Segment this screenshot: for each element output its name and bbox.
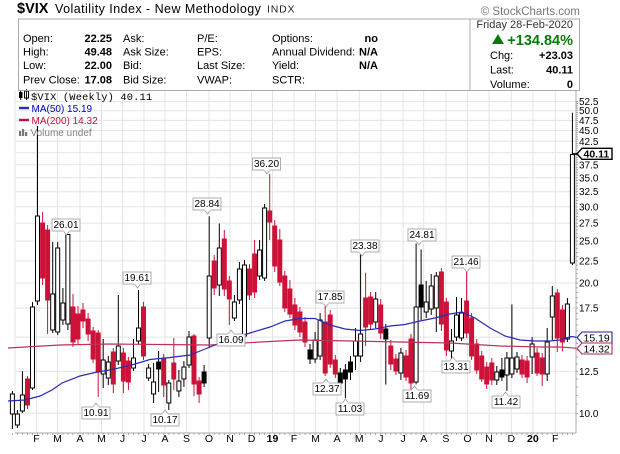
svg-text:EPS:: EPS: <box>197 47 222 59</box>
svg-text:Yield:: Yield: <box>272 60 299 72</box>
svg-text:Volume undef: Volume undef <box>31 128 92 139</box>
svg-text:N/A: N/A <box>359 60 378 72</box>
svg-text:N/A: N/A <box>359 47 378 59</box>
svg-text:22.25: 22.25 <box>84 33 112 45</box>
svg-text:Last:: Last: <box>490 65 514 77</box>
svg-text:F: F <box>33 433 39 445</box>
svg-text:11.69: 11.69 <box>405 391 430 402</box>
svg-text:25.0: 25.0 <box>579 237 599 248</box>
svg-text:J: J <box>120 433 125 445</box>
svg-text:40.11: 40.11 <box>546 65 573 77</box>
svg-text:22.00: 22.00 <box>84 60 112 72</box>
svg-text:F: F <box>291 433 297 445</box>
svg-text:S: S <box>442 433 449 445</box>
svg-text:50.0: 50.0 <box>579 106 599 117</box>
svg-text:20.0: 20.0 <box>579 279 599 290</box>
svg-text:Last Size:: Last Size: <box>197 60 245 72</box>
svg-text:27.5: 27.5 <box>579 219 599 230</box>
svg-text:23.38: 23.38 <box>352 241 377 252</box>
svg-text:S: S <box>183 433 190 445</box>
svg-text:17.5: 17.5 <box>579 304 599 315</box>
svg-text:M: M <box>97 433 106 445</box>
svg-text:Ask Size:: Ask Size: <box>123 47 169 59</box>
svg-text:28.84: 28.84 <box>194 199 219 210</box>
svg-text:14.32: 14.32 <box>584 343 610 355</box>
svg-text:$VIX (Weekly) 40.11: $VIX (Weekly) 40.11 <box>31 92 152 104</box>
svg-text:Chg:: Chg: <box>490 50 513 62</box>
svg-text:19: 19 <box>267 433 279 445</box>
svg-text:$VIX: $VIX <box>17 1 49 17</box>
svg-text:17.08: 17.08 <box>84 75 112 87</box>
svg-text:20: 20 <box>527 433 539 445</box>
svg-text:no: no <box>365 33 379 45</box>
svg-text:37.5: 37.5 <box>579 160 599 171</box>
svg-text:Volatility Index - New Methodo: Volatility Index - New Methodology <box>55 2 262 16</box>
svg-text:11.42: 11.42 <box>494 397 519 408</box>
svg-text:17.85: 17.85 <box>317 292 342 303</box>
svg-text:High:: High: <box>23 47 49 59</box>
svg-text:M: M <box>311 433 320 445</box>
svg-text:30.0: 30.0 <box>579 202 599 213</box>
svg-text:19.61: 19.61 <box>124 273 149 284</box>
svg-text:O: O <box>463 433 471 445</box>
svg-text:MA(50) 15.19: MA(50) 15.19 <box>32 104 93 115</box>
svg-text:35.0: 35.0 <box>579 173 599 184</box>
svg-text:16.09: 16.09 <box>218 335 243 346</box>
svg-text:F: F <box>552 433 558 445</box>
svg-text:12.5: 12.5 <box>579 367 599 378</box>
svg-text:36.20: 36.20 <box>254 159 279 170</box>
svg-text:O: O <box>205 433 213 445</box>
svg-text:N: N <box>485 433 493 445</box>
svg-text:J: J <box>400 433 405 445</box>
svg-text:40.11: 40.11 <box>584 149 610 161</box>
svg-text:+23.03: +23.03 <box>539 50 573 62</box>
svg-text:52.5: 52.5 <box>579 97 599 108</box>
svg-text:Volume:: Volume: <box>490 79 530 91</box>
svg-text:D: D <box>248 433 256 445</box>
svg-text:Bid Size:: Bid Size: <box>123 75 166 87</box>
svg-text:47.5: 47.5 <box>579 116 599 127</box>
svg-text:12.37: 12.37 <box>314 384 339 395</box>
svg-text:Bid:: Bid: <box>123 60 142 72</box>
svg-text:Annual Dividend:: Annual Dividend: <box>272 47 355 59</box>
svg-text:VWAP:: VWAP: <box>197 75 232 87</box>
svg-text:M: M <box>355 433 364 445</box>
svg-text:Low:: Low: <box>23 60 46 72</box>
svg-text:Prev Close:: Prev Close: <box>23 75 80 87</box>
svg-text:22.5: 22.5 <box>579 256 599 267</box>
svg-text:P/E:: P/E: <box>197 33 218 45</box>
svg-text:A: A <box>161 433 168 445</box>
svg-text:J: J <box>141 433 146 445</box>
svg-text:26.01: 26.01 <box>53 220 78 231</box>
svg-text:42.5: 42.5 <box>579 137 599 148</box>
svg-text:A: A <box>76 433 83 445</box>
svg-text:© StockCharts.com: © StockCharts.com <box>481 6 580 18</box>
svg-text:21.46: 21.46 <box>453 257 478 268</box>
svg-text:MA(200) 14.32: MA(200) 14.32 <box>32 116 99 127</box>
svg-text:Options:: Options: <box>272 33 313 45</box>
svg-text:10.17: 10.17 <box>152 415 177 426</box>
svg-text:SCTR:: SCTR: <box>272 75 305 87</box>
svg-text:INDX: INDX <box>267 4 295 16</box>
svg-text:N: N <box>226 433 234 445</box>
svg-text:32.5: 32.5 <box>579 187 599 198</box>
svg-text:Open:: Open: <box>23 33 53 45</box>
svg-text:M: M <box>53 433 62 445</box>
svg-text:D: D <box>508 433 516 445</box>
svg-text:A: A <box>334 433 341 445</box>
svg-text:15.19: 15.19 <box>584 332 610 344</box>
svg-text:A: A <box>420 433 427 445</box>
svg-text:24.81: 24.81 <box>409 230 434 241</box>
svg-text:0: 0 <box>567 79 573 91</box>
svg-text:13.31: 13.31 <box>443 362 468 373</box>
svg-text:45.0: 45.0 <box>579 126 599 137</box>
svg-text:+134.84%: +134.84% <box>507 33 573 49</box>
svg-text:Friday 28-Feb-2020: Friday 28-Feb-2020 <box>476 19 573 31</box>
svg-text:10.91: 10.91 <box>83 408 108 419</box>
svg-text:Ask:: Ask: <box>123 33 144 45</box>
svg-text:49.48: 49.48 <box>84 47 112 59</box>
svg-text:J: J <box>378 433 383 445</box>
svg-text:11.03: 11.03 <box>338 404 363 415</box>
svg-text:10.0: 10.0 <box>579 409 599 420</box>
